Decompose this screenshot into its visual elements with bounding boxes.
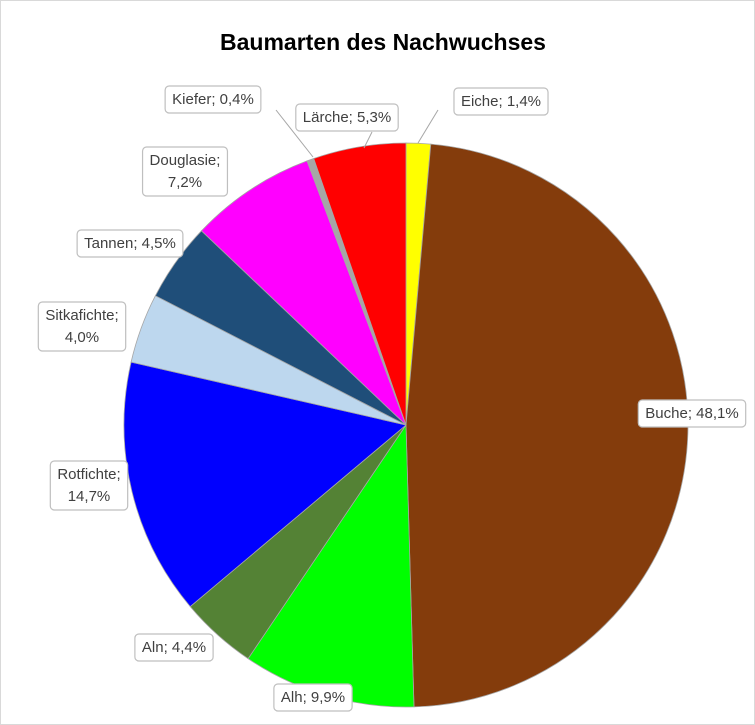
pie-slice (200, 160, 407, 426)
data-label: Rotfichte; 14,7% (49, 460, 129, 511)
data-label-text: Alh; 9,9% (281, 689, 345, 706)
leader-line (275, 109, 314, 158)
data-label: Sitkafichte; 4,0% (37, 301, 127, 352)
data-label-text: Buche; 48,1% (645, 405, 738, 422)
labels: Eiche; 1,4% Buche; 48,1% Alh; 9,9% Aln; 4,4… (37, 85, 747, 712)
data-label-text: Aln; 4,4% (142, 639, 206, 656)
data-label: Kiefer; 0,4% (164, 85, 262, 114)
label-box (37, 301, 127, 352)
chart-title: Baumarten des Nachwuchses (220, 29, 546, 55)
label-box (76, 229, 184, 258)
data-label: Aln; 4,4% (134, 633, 214, 662)
data-label: Tannen; 4,5% (76, 229, 184, 258)
slices (123, 142, 689, 708)
label-box (295, 103, 399, 132)
label-box (273, 683, 353, 712)
data-label-text: Lärche; 5,3% (303, 109, 391, 126)
pie-slice (313, 142, 407, 426)
data-label-text: Douglasie; 7,2% (150, 152, 221, 191)
pie-slice (123, 361, 407, 608)
data-label-text: Rotfichte; 14,7% (57, 466, 120, 505)
label-box (453, 87, 549, 116)
data-label: Lärche; 5,3% (295, 103, 399, 132)
data-label: Buche; 48,1% (637, 399, 747, 428)
label-box (141, 146, 229, 197)
leader-line (417, 109, 439, 144)
data-label: Douglasie; 7,2% (141, 146, 229, 197)
data-label-text: Kiefer; 0,4% (172, 91, 254, 108)
pie-slice (405, 143, 689, 708)
label-box (637, 399, 747, 428)
label-box (134, 633, 214, 662)
data-label-text: Tannen; 4,5% (84, 235, 176, 252)
data-label-text: Sitkafichte; 4,0% (45, 307, 118, 346)
data-label: Alh; 9,9% (273, 683, 353, 712)
label-box (49, 460, 129, 511)
data-label-text: Eiche; 1,4% (461, 93, 541, 110)
data-label: Eiche; 1,4% (453, 87, 549, 116)
label-box (164, 85, 262, 114)
leader-line (363, 131, 373, 149)
